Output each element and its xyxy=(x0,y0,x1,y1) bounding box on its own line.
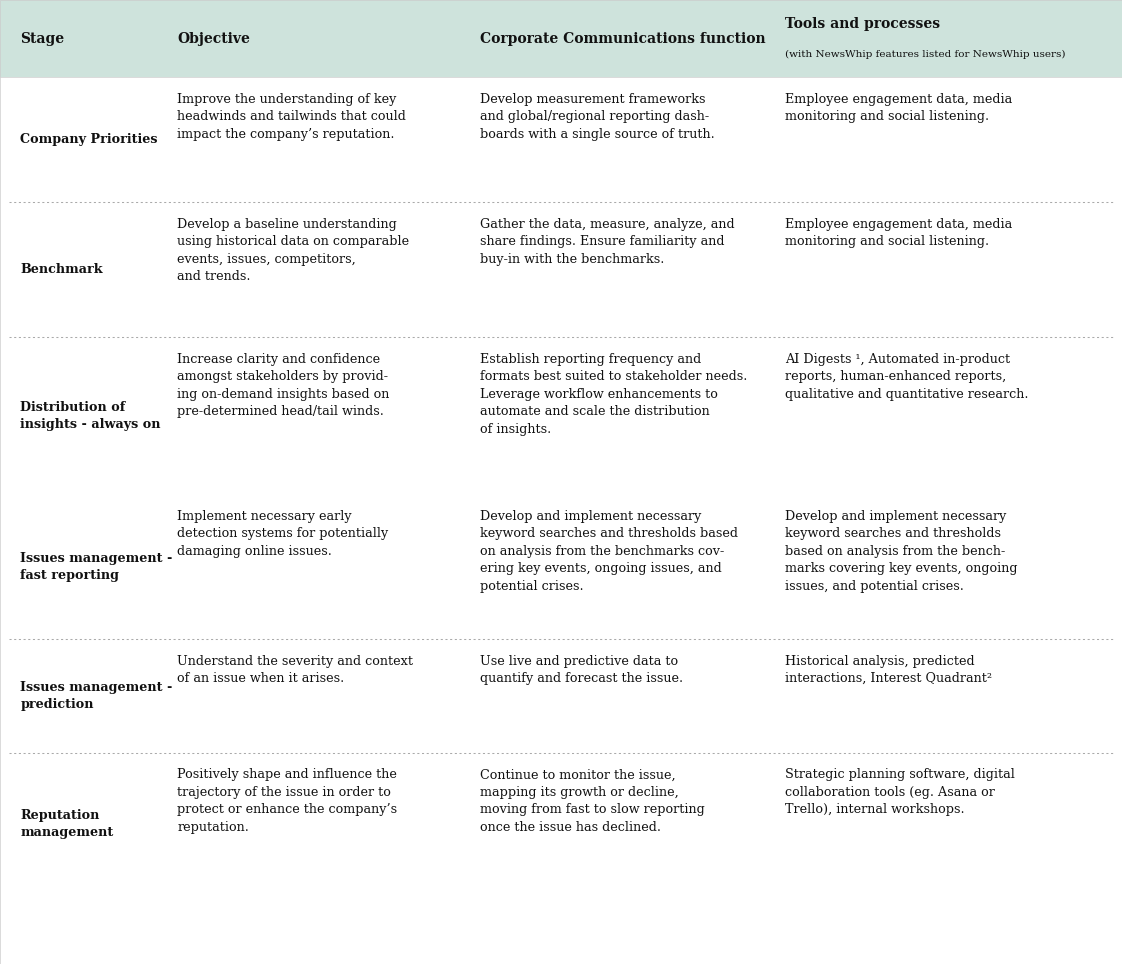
Text: Tools and processes: Tools and processes xyxy=(785,17,940,32)
Text: Corporate Communications function: Corporate Communications function xyxy=(480,32,766,45)
Text: Employee engagement data, media
monitoring and social listening.: Employee engagement data, media monitori… xyxy=(785,93,1013,123)
Text: Establish reporting frequency and
formats best suited to stakeholder needs.
Leve: Establish reporting frequency and format… xyxy=(480,353,747,436)
Text: Develop measurement frameworks
and global/regional reporting dash-
boards with a: Develop measurement frameworks and globa… xyxy=(480,93,715,141)
Text: AI Digests ¹, Automated in-product
reports, human-enhanced reports,
qualitative : AI Digests ¹, Automated in-product repor… xyxy=(785,353,1029,401)
Text: Understand the severity and context
of an issue when it arises.: Understand the severity and context of a… xyxy=(177,655,413,685)
Text: Issues management -
fast reporting: Issues management - fast reporting xyxy=(20,551,173,582)
Text: Benchmark: Benchmark xyxy=(20,263,103,277)
Text: Increase clarity and confidence
amongst stakeholders by provid-
ing on-demand in: Increase clarity and confidence amongst … xyxy=(177,353,389,418)
Text: Company Priorities: Company Priorities xyxy=(20,133,158,147)
Text: Distribution of
insights - always on: Distribution of insights - always on xyxy=(20,401,160,431)
Text: (with NewsWhip features listed for NewsWhip users): (with NewsWhip features listed for NewsW… xyxy=(785,50,1066,59)
Text: Continue to monitor the issue,
mapping its growth or decline,
moving from fast t: Continue to monitor the issue, mapping i… xyxy=(480,768,705,834)
Text: Strategic planning software, digital
collaboration tools (eg. Asana or
Trello), : Strategic planning software, digital col… xyxy=(785,768,1015,817)
Text: Reputation
management: Reputation management xyxy=(20,809,113,840)
Bar xyxy=(0,0,1122,77)
Text: Positively shape and influence the
trajectory of the issue in order to
protect o: Positively shape and influence the traje… xyxy=(177,768,397,834)
Text: Develop and implement necessary
keyword searches and thresholds based
on analysi: Develop and implement necessary keyword … xyxy=(480,510,738,593)
Text: Historical analysis, predicted
interactions, Interest Quadrant²: Historical analysis, predicted interacti… xyxy=(785,655,992,685)
Text: Develop a baseline understanding
using historical data on comparable
events, iss: Develop a baseline understanding using h… xyxy=(177,218,410,283)
Text: Develop and implement necessary
keyword searches and thresholds
based on analysi: Develop and implement necessary keyword … xyxy=(785,510,1018,593)
Text: Issues management -
prediction: Issues management - prediction xyxy=(20,681,173,711)
Text: Stage: Stage xyxy=(20,32,64,45)
Text: Employee engagement data, media
monitoring and social listening.: Employee engagement data, media monitori… xyxy=(785,218,1013,249)
Text: Improve the understanding of key
headwinds and tailwinds that could
impact the c: Improve the understanding of key headwin… xyxy=(177,93,406,141)
Text: Objective: Objective xyxy=(177,32,250,45)
Text: Use live and predictive data to
quantify and forecast the issue.: Use live and predictive data to quantify… xyxy=(480,655,683,685)
Text: Implement necessary early
detection systems for potentially
damaging online issu: Implement necessary early detection syst… xyxy=(177,510,388,558)
Text: Gather the data, measure, analyze, and
share findings. Ensure familiarity and
bu: Gather the data, measure, analyze, and s… xyxy=(480,218,735,266)
